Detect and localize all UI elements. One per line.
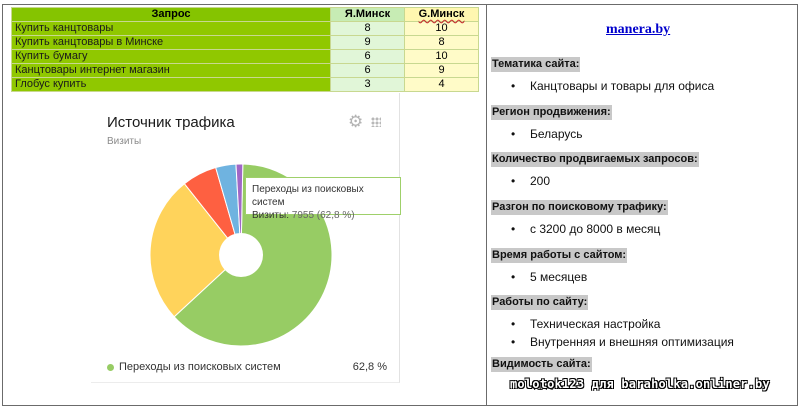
col-header-query: Запрос [11,7,331,22]
section-works: Работы по сайту: Техническая настройка В… [491,295,734,351]
list-item: Внутренняя и внешняя оптимизация [491,333,734,351]
query-cell: Купить канцтовары [11,21,331,36]
section-traffic-growth: Разгон по поисковому трафику: с 3200 до … [491,200,668,238]
section-query-count: Количество продвигаемых запросов: 200 [491,152,699,190]
google-position: 10 [404,49,479,64]
table-row: Глобус купить 3 4 [11,77,479,92]
yandex-position: 8 [330,21,405,36]
traffic-source-card: Источник трафика Визиты ⚙ Переходы из по… [91,93,401,383]
pie-slice-2[interactable] [149,183,242,318]
grid-icon[interactable] [371,117,381,127]
tooltip-prefix: Визиты: [252,210,289,221]
section-heading: Разгон по поисковому трафику: [491,200,668,215]
legend-color-dot [107,364,114,371]
pie-slice-5[interactable] [235,163,244,256]
column-divider [486,4,487,406]
yandex-position: 6 [330,49,405,64]
legend-percent: 62,8 % [352,361,387,373]
table-row: Купить канцтовары в Минске 9 8 [11,35,479,50]
section-heading: Количество продвигаемых запросов: [491,152,699,167]
table-row: Купить канцтовары 8 10 [11,21,479,36]
tooltip-series: Переходы из поисковых систем [252,184,364,208]
list-item: 200 [491,172,699,190]
yandex-position: 3 [330,77,405,92]
section-visibility: Видимость сайта: 41% [491,357,592,395]
yandex-position: 9 [330,35,405,50]
query-cell: Глобус купить [11,77,331,92]
list-item: Техническая настройка [491,315,734,333]
query-cell: Купить канцтовары в Минске [11,35,331,50]
table-row: Купить бумагу 6 10 [11,49,479,64]
query-table: Запрос Я.Минск G.Минск Купить канцтовары… [11,7,479,92]
query-cell: Купить бумагу [11,49,331,64]
chart-tooltip: Переходы из поисковых систем Визиты: 795… [245,177,401,221]
list-item: с 3200 до 8000 в месяц [491,220,668,238]
section-topic: Тематика сайта: Канцтовары и товары для … [491,57,714,95]
col-header-google: G.Минск [404,7,479,22]
site-link[interactable]: manera.by [606,22,671,37]
list-item: Канцтовары и товары для офиса [491,77,714,95]
section-heading: Тематика сайта: [491,57,581,72]
list-item: 5 месяцев [491,268,627,286]
yandex-position: 6 [330,63,405,78]
section-heading: Время работы с сайтом: [491,248,628,263]
section-region: Регион продвижения: Беларусь [491,105,612,143]
tooltip-value: 7955 (62,8 %) [291,210,355,221]
watermark-text: molotok123 для baraholka.onliner.by [510,377,770,391]
section-heading: Работы по сайту: [491,295,589,310]
page-frame [2,4,798,406]
section-heading: Видимость сайта: [491,357,592,372]
google-position: 9 [404,63,479,78]
legend-label: Переходы из поисковых систем [119,361,281,373]
gear-icon[interactable]: ⚙ [348,112,364,131]
pie-center-hole [219,233,263,277]
google-position: 4 [404,77,479,92]
table-row: Канцтовары интернет магазин 6 9 [11,63,479,78]
chart-title: Источник трафика [107,114,235,131]
query-table-header: Запрос Я.Минск G.Минск [11,7,479,22]
pie-chart [149,163,333,347]
chart-subtitle: Визиты [107,136,142,147]
section-duration: Время работы с сайтом: 5 месяцев [491,248,628,286]
google-position: 10 [404,21,479,36]
list-item: 41% [491,377,592,395]
list-item: Беларусь [491,125,612,143]
query-cell: Канцтовары интернет магазин [11,63,331,78]
col-header-yandex: Я.Минск [330,7,405,22]
section-heading: Регион продвижения: [491,105,612,120]
google-position: 8 [404,35,479,50]
